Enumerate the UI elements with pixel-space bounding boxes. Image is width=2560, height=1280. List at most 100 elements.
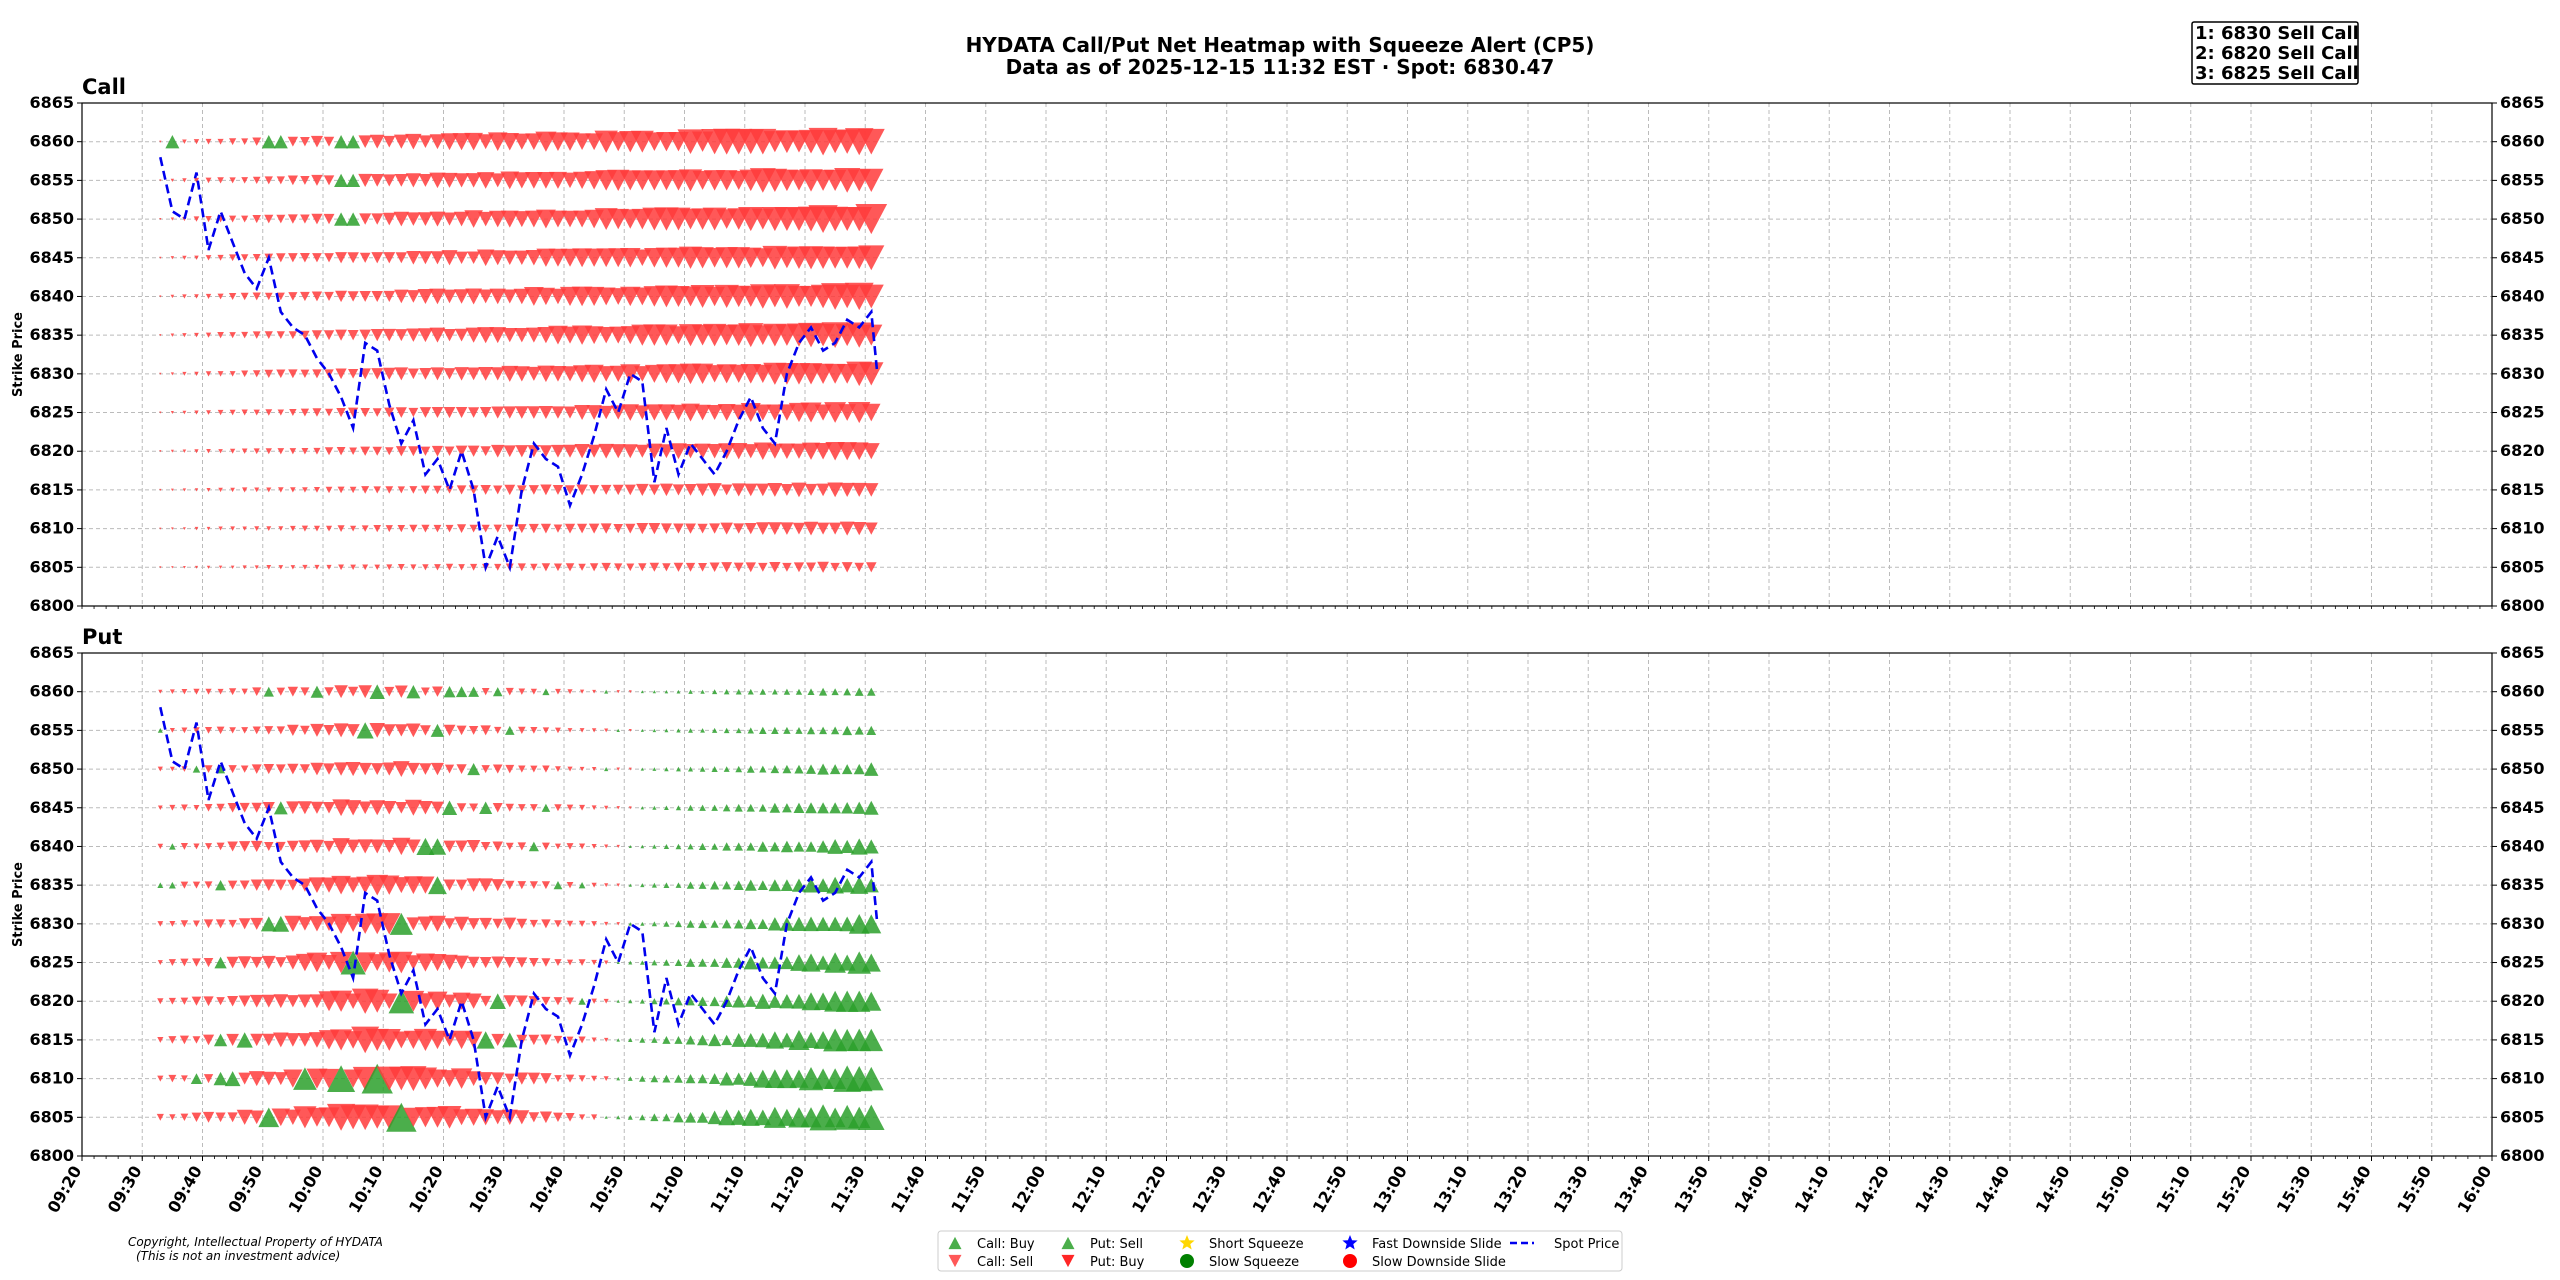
y-tick-label-right: 6815 (2500, 1030, 2545, 1049)
marker-down (405, 133, 422, 150)
marker-up (768, 879, 782, 892)
marker-down (385, 486, 394, 494)
marker-up (843, 687, 852, 696)
marker-up (616, 999, 620, 1003)
marker-down (193, 727, 200, 734)
y-tick-label-right: 6825 (2500, 953, 2545, 972)
x-tick-label: 13:30 (1550, 1163, 1592, 1217)
marker-down (468, 725, 479, 735)
marker-down (170, 256, 175, 260)
marker-down (194, 255, 199, 260)
marker-down (193, 804, 200, 811)
marker-down (337, 486, 345, 494)
legend-marker (1179, 1235, 1195, 1250)
marker-down (193, 843, 200, 850)
marker-down (518, 688, 526, 695)
marker-down (553, 524, 563, 533)
marker-down (780, 522, 794, 535)
y-tick-label: 6815 (29, 480, 74, 499)
x-tick-label: 15:50 (2393, 1163, 2435, 1217)
marker-down (241, 448, 248, 454)
marker-down (501, 365, 519, 382)
marker-up (806, 726, 816, 735)
marker-down (478, 289, 493, 304)
marker-down (604, 883, 609, 888)
marker-down (168, 1074, 177, 1083)
marker-down (467, 918, 480, 930)
marker-down (591, 844, 597, 849)
x-tick-label: 15:00 (2092, 1163, 2134, 1217)
marker-up (802, 1031, 820, 1048)
marker-up (857, 1104, 885, 1130)
marker-down (634, 405, 650, 420)
marker-down (286, 724, 299, 736)
marker-down (616, 767, 620, 771)
marker-down (697, 523, 708, 534)
marker-down (502, 289, 518, 304)
marker-down (240, 254, 249, 262)
marker-down (250, 1033, 264, 1047)
marker-down (419, 367, 432, 380)
marker-down (526, 366, 542, 381)
y-tick-label-right: 6860 (2500, 132, 2545, 151)
marker-down (266, 526, 272, 531)
marker-up (754, 993, 771, 1009)
marker-up (861, 991, 882, 1011)
marker-down (536, 287, 556, 306)
marker-down (539, 445, 553, 458)
marker-up (793, 802, 805, 813)
marker-up (850, 838, 868, 855)
marker-down (418, 251, 433, 265)
marker-down (392, 761, 410, 778)
marker-down (492, 764, 503, 774)
marker-down (229, 177, 236, 184)
marker-down (562, 366, 578, 382)
marker-down (603, 998, 609, 1004)
marker-down (302, 487, 308, 493)
marker-down (325, 486, 333, 494)
marker-down (860, 324, 883, 346)
marker-up (757, 841, 769, 852)
marker-up (190, 1073, 203, 1085)
marker-up (859, 1028, 884, 1052)
top-strikes-box-frame (2191, 21, 2359, 85)
marker-down (578, 1075, 586, 1082)
marker-down (253, 409, 260, 416)
marker-down (567, 728, 573, 733)
marker-down (264, 726, 274, 735)
marker-down (859, 168, 884, 192)
marker-down (793, 562, 805, 573)
marker-down (397, 564, 405, 571)
marker-down (170, 488, 174, 492)
marker-up (830, 726, 840, 735)
marker-down (206, 487, 211, 492)
marker-down (548, 325, 568, 345)
marker-down (204, 803, 213, 812)
marker-down (321, 955, 337, 971)
marker-down (252, 215, 262, 224)
marker-down (263, 764, 275, 775)
marker-down (311, 291, 323, 302)
marker-down (326, 564, 332, 570)
marker-down (500, 210, 519, 228)
marker-up (866, 725, 877, 736)
marker-down (537, 327, 555, 344)
marker-down (730, 404, 748, 421)
marker-down (276, 214, 286, 224)
marker-down (382, 724, 396, 737)
marker-up (734, 803, 743, 812)
marker-down (331, 875, 351, 895)
marker-up (710, 880, 720, 890)
marker-up (696, 1034, 709, 1046)
marker-down (536, 248, 556, 267)
marker-down (574, 444, 590, 459)
marker-down (182, 294, 187, 299)
marker-down (405, 173, 421, 188)
marker-down (394, 173, 409, 187)
marker-down (286, 995, 300, 1008)
marker-down (310, 723, 324, 737)
marker-up (747, 727, 755, 734)
marker-down (444, 764, 455, 774)
marker-down (535, 209, 556, 229)
marker-down (264, 369, 274, 378)
